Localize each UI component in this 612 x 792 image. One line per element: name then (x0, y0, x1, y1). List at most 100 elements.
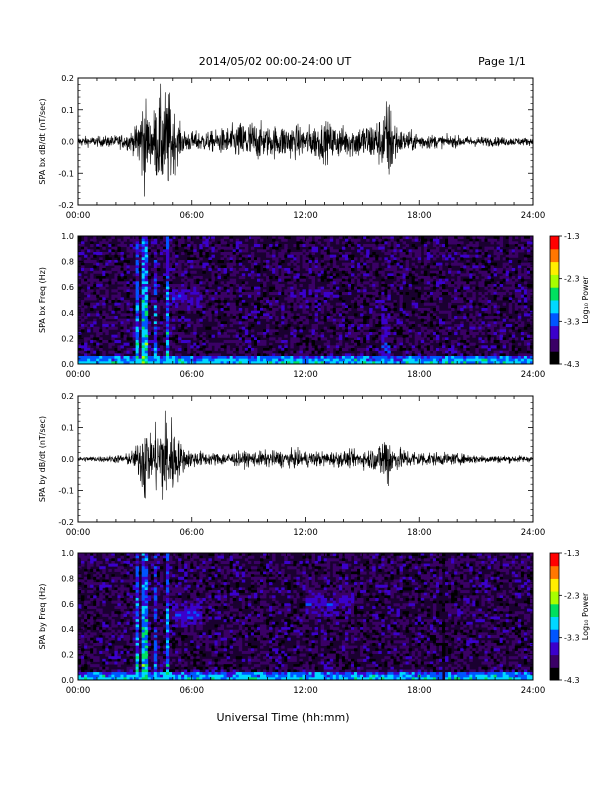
spectrogram-cell (487, 361, 491, 365)
spectrogram-cell (514, 326, 519, 330)
spectrogram-cell (150, 302, 155, 306)
spectrogram-cell (360, 340, 364, 344)
spectrogram-cell (105, 595, 109, 599)
spectrogram-cell (487, 310, 491, 314)
spectrogram-cell (193, 252, 197, 256)
spectrogram-cell (184, 318, 188, 322)
spectrogram-cell (238, 310, 243, 314)
spectrogram-cell (129, 278, 133, 282)
spectrogram-cell (181, 241, 185, 245)
spectrogram-cell (375, 246, 379, 250)
spectrogram-cell (496, 350, 501, 354)
spectrogram-cell (344, 276, 349, 280)
spectrogram-cell (196, 284, 200, 288)
spectrogram-cell (411, 244, 416, 248)
spectrogram-cell (235, 321, 240, 325)
spectrogram-cell (202, 353, 206, 357)
spectrogram-cell (508, 300, 513, 304)
spectrogram-cell (429, 284, 434, 288)
spectrogram-cell (335, 286, 340, 290)
spectrogram-cell (172, 345, 176, 349)
spectrogram-cell (281, 276, 285, 280)
spectrogram-cell (338, 361, 343, 365)
spectrogram-cell (181, 321, 185, 325)
spectrogram-cell (296, 246, 300, 250)
spectrogram-cell (138, 358, 143, 362)
spectrogram-cell (311, 337, 315, 341)
spectrogram-cell (508, 286, 513, 290)
spectrogram-cell (199, 361, 203, 365)
spectrogram-cell (256, 356, 261, 360)
spectrogram-cell (126, 587, 130, 591)
spectrogram-cell (217, 286, 221, 290)
spectrogram-cell (196, 236, 200, 240)
spectrogram-cell (278, 252, 282, 256)
spectrogram-cell (244, 292, 249, 296)
spectrogram-cell (153, 348, 158, 352)
spectrogram-cell (320, 305, 325, 309)
spectrogram-cell (181, 302, 185, 306)
spectrogram-cell (126, 358, 130, 362)
spectrogram-cell (326, 358, 331, 362)
spectrogram-cell (448, 353, 452, 357)
spectrogram-cell (217, 361, 221, 365)
spectrogram-cell (84, 555, 88, 559)
spectrogram-cell (93, 627, 97, 631)
spectrogram-cell (275, 361, 279, 365)
spectrogram-cell (241, 302, 246, 306)
spectrogram-cell (126, 653, 130, 657)
spectrogram-cell (420, 241, 425, 245)
spectrogram-cell (241, 326, 246, 330)
spectrogram-cell (253, 244, 258, 248)
spectrogram-cell (87, 672, 91, 676)
spectrogram-cell (520, 244, 525, 248)
spectrogram-cell (90, 640, 94, 644)
spectrogram-cell (150, 332, 155, 336)
spectrogram-cell (284, 313, 288, 317)
spectrogram-cell (363, 316, 367, 320)
spectrogram-cell (299, 276, 303, 280)
spectrogram-cell (120, 329, 124, 333)
spectrogram-cell (229, 361, 234, 365)
spectrogram-cell (448, 329, 452, 333)
spectrogram-cell (78, 677, 82, 681)
spectrogram-cell (338, 358, 343, 362)
spectrogram-cell (169, 337, 173, 341)
spectrogram-cell (241, 281, 246, 285)
spectrogram-cell (341, 254, 346, 258)
x-tick-label: 12:00 (293, 211, 318, 221)
spectrogram-cell (414, 356, 419, 360)
spectrogram-cell (357, 337, 361, 341)
spectrogram-cell (126, 669, 130, 673)
spectrogram-cell (517, 268, 522, 272)
spectrogram-cell (135, 289, 140, 293)
spectrogram-cell (375, 340, 379, 344)
spectrogram-cell (105, 257, 109, 261)
spectrogram-cell (284, 238, 288, 242)
spectrogram-cell (308, 345, 312, 349)
spectrogram-cell (460, 286, 464, 290)
spectrogram-cell (308, 286, 312, 290)
spectrogram-cell (523, 340, 528, 344)
spectrogram-cell (108, 587, 112, 591)
spectrogram-cell (317, 356, 322, 360)
spectrogram-cell (302, 358, 306, 362)
spectrogram-cell (193, 244, 197, 248)
spectrogram-cell (269, 345, 273, 349)
spectrogram-cell (423, 286, 428, 290)
spectrogram-cell (411, 353, 416, 357)
spectrogram-cell (241, 318, 246, 322)
spectrogram-cell (305, 321, 309, 325)
spectrogram-cell (247, 353, 252, 357)
spectrogram-cell (93, 648, 97, 652)
spectrogram-cell (287, 236, 291, 240)
spectrogram-cell (147, 329, 152, 333)
spectrogram-cell (448, 316, 452, 320)
spectrogram-cell (135, 345, 140, 349)
spectrogram-cell (84, 270, 88, 274)
spectrogram-cell (335, 249, 340, 253)
spectrogram-cell (472, 236, 476, 240)
spectrogram-cell (199, 297, 203, 301)
spectrogram-cell (463, 316, 467, 320)
spectrogram-cell (247, 273, 252, 277)
